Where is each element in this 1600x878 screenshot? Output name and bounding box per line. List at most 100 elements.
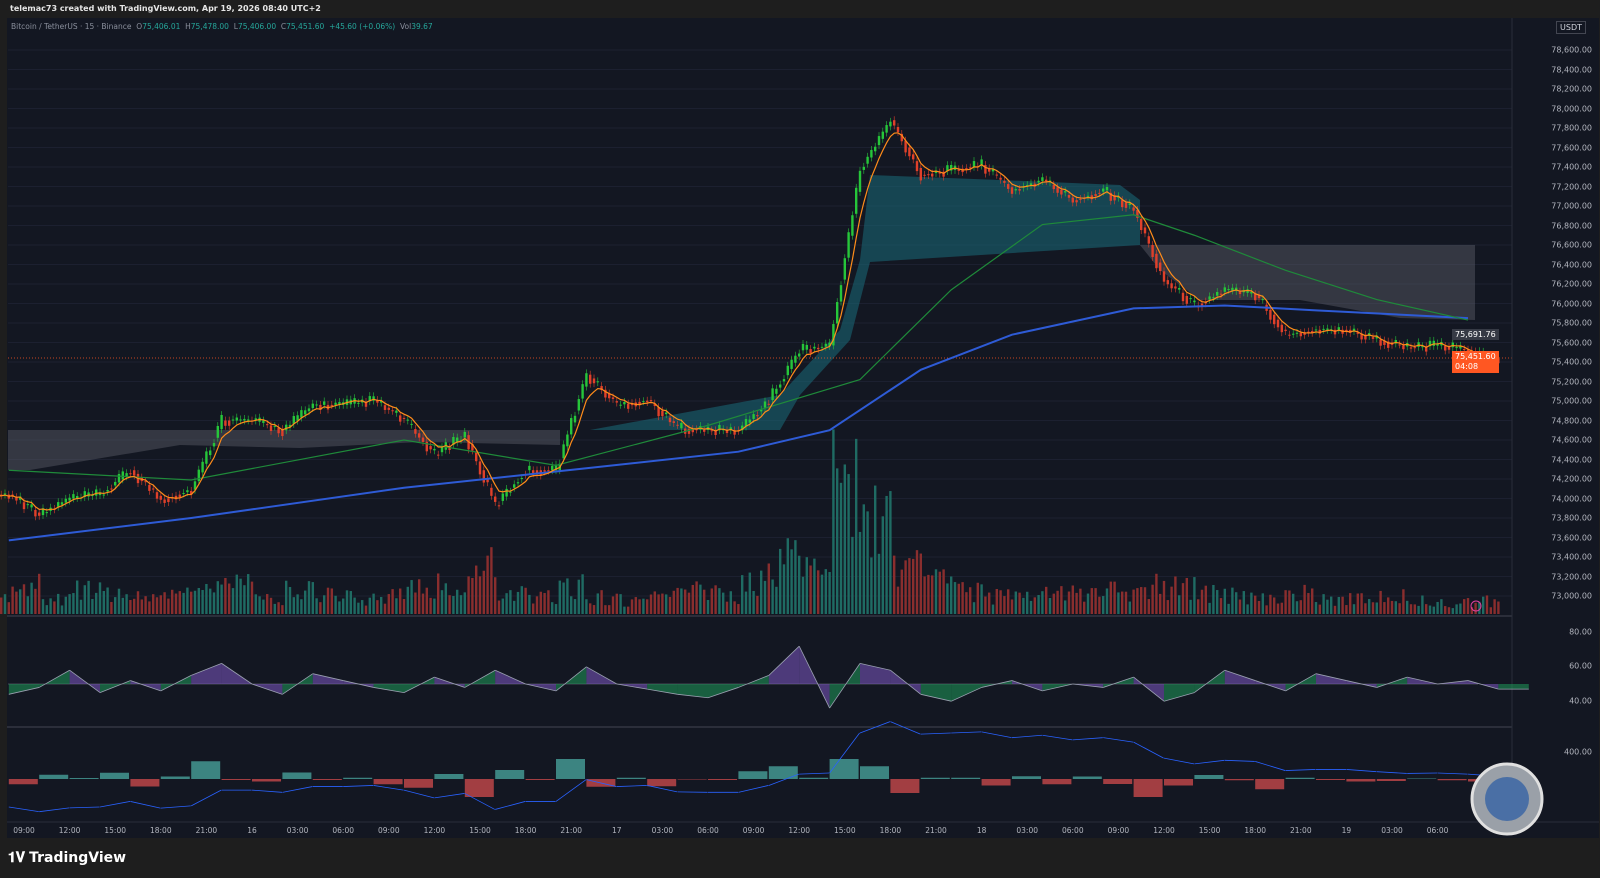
volume-bar (714, 585, 717, 614)
time-tick: 18:00 (514, 826, 537, 835)
candle (155, 492, 159, 499)
volume-bar (554, 604, 558, 614)
price-tick: 78,200.00 (1551, 84, 1592, 94)
volume-bar (1200, 589, 1204, 614)
volume-bar (1409, 604, 1413, 614)
candle (30, 504, 33, 508)
candle (68, 497, 71, 501)
volume-bar (467, 576, 470, 614)
rsi-line (1224, 669, 1256, 681)
volume-bar (98, 582, 102, 614)
volume-bar (425, 587, 428, 614)
symbol-name[interactable]: Bitcoin / TetherUS · 15 · Binance (11, 22, 132, 31)
rsi-area (404, 677, 435, 693)
volume-bar (611, 596, 615, 614)
volume-bar (281, 605, 284, 614)
volume-bar (562, 582, 565, 614)
tradingview-logo[interactable]: 𝟏𝐕 TradingView (8, 850, 126, 866)
volume-bar (91, 598, 94, 614)
candle (497, 505, 501, 507)
volume-bar (813, 558, 816, 614)
candle (1033, 183, 1036, 187)
volume-bar (1470, 607, 1473, 614)
candle (106, 489, 109, 492)
price-tick: 74,600.00 (1551, 435, 1592, 445)
candle (748, 419, 751, 423)
candle (589, 374, 592, 384)
candle (642, 401, 645, 403)
volume-bar (1417, 605, 1420, 614)
candle (1064, 191, 1067, 193)
candle (509, 491, 512, 493)
volume-bar (15, 591, 18, 614)
candle (216, 425, 219, 438)
macd-histogram-bar (768, 766, 798, 779)
macd-histogram-bar (69, 778, 99, 779)
candle (1102, 188, 1105, 192)
candle (133, 470, 136, 476)
candle (858, 170, 862, 192)
volume-bar (969, 587, 972, 614)
volume-bar (513, 600, 516, 614)
volume-bar (687, 592, 691, 614)
volume-bar (1425, 604, 1428, 614)
candle (828, 342, 831, 347)
macd-line (8, 806, 39, 813)
candle (1352, 328, 1356, 332)
candle (646, 400, 649, 403)
volume-bar (847, 474, 850, 614)
candle (372, 396, 375, 401)
volume-bar (1197, 599, 1200, 614)
candle (440, 447, 444, 453)
candle (950, 164, 953, 171)
volume-bar (558, 580, 561, 614)
volume-bar (288, 587, 292, 614)
chart-area[interactable] (7, 18, 1599, 838)
rsi-line (1072, 683, 1104, 688)
rsi-line (1042, 683, 1073, 692)
candle (262, 420, 265, 423)
volume-bar (919, 553, 922, 614)
candle (649, 400, 653, 402)
macd-histogram-bar (39, 774, 69, 779)
volume-bar (326, 587, 330, 614)
volume-bar (566, 578, 569, 614)
candle (1455, 347, 1458, 349)
volume-bar (619, 594, 622, 614)
rsi-line (130, 680, 161, 692)
candle (1143, 227, 1147, 234)
candle (874, 146, 877, 152)
macd-line (69, 806, 100, 809)
cloud-right (1140, 245, 1475, 320)
volume-bar (1094, 588, 1097, 614)
macd-histogram-bar (464, 779, 494, 797)
time-tick: 09:00 (742, 826, 765, 835)
volume-bar (798, 555, 801, 614)
candle (653, 403, 656, 407)
time-tick: 17 (612, 826, 622, 835)
candle (1326, 328, 1329, 330)
candle (1280, 324, 1283, 333)
lightning-icon[interactable] (1470, 600, 1482, 612)
volume-bar (980, 584, 983, 614)
volume-bar (676, 587, 679, 614)
candle (1428, 340, 1432, 347)
volume-bar (319, 602, 322, 614)
candle (1463, 349, 1466, 351)
volume-bar (995, 589, 998, 614)
candle (1098, 192, 1101, 194)
candle (1387, 341, 1390, 348)
candle (418, 433, 421, 438)
candle (1295, 332, 1299, 334)
candle (1109, 192, 1112, 201)
volume-bar (254, 594, 257, 614)
macd-histogram-bar (100, 772, 129, 779)
volume-bar (1265, 605, 1268, 614)
volume-bar (448, 595, 451, 614)
currency-button[interactable]: USDT (1556, 21, 1586, 34)
volume-bar (1307, 593, 1310, 614)
candle-countdown: 04:08 (1455, 362, 1479, 371)
time-tick: 03:00 (1016, 826, 1038, 835)
candle (1212, 297, 1215, 299)
